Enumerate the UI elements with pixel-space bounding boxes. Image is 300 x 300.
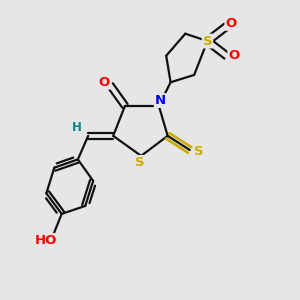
Text: H: H [71,121,81,134]
Text: N: N [155,94,166,107]
Text: O: O [228,49,239,62]
Text: S: S [194,145,203,158]
Text: O: O [99,76,110,89]
Text: O: O [225,17,237,30]
Text: S: S [202,34,212,48]
Text: HO: HO [34,234,57,247]
Text: S: S [135,156,145,169]
